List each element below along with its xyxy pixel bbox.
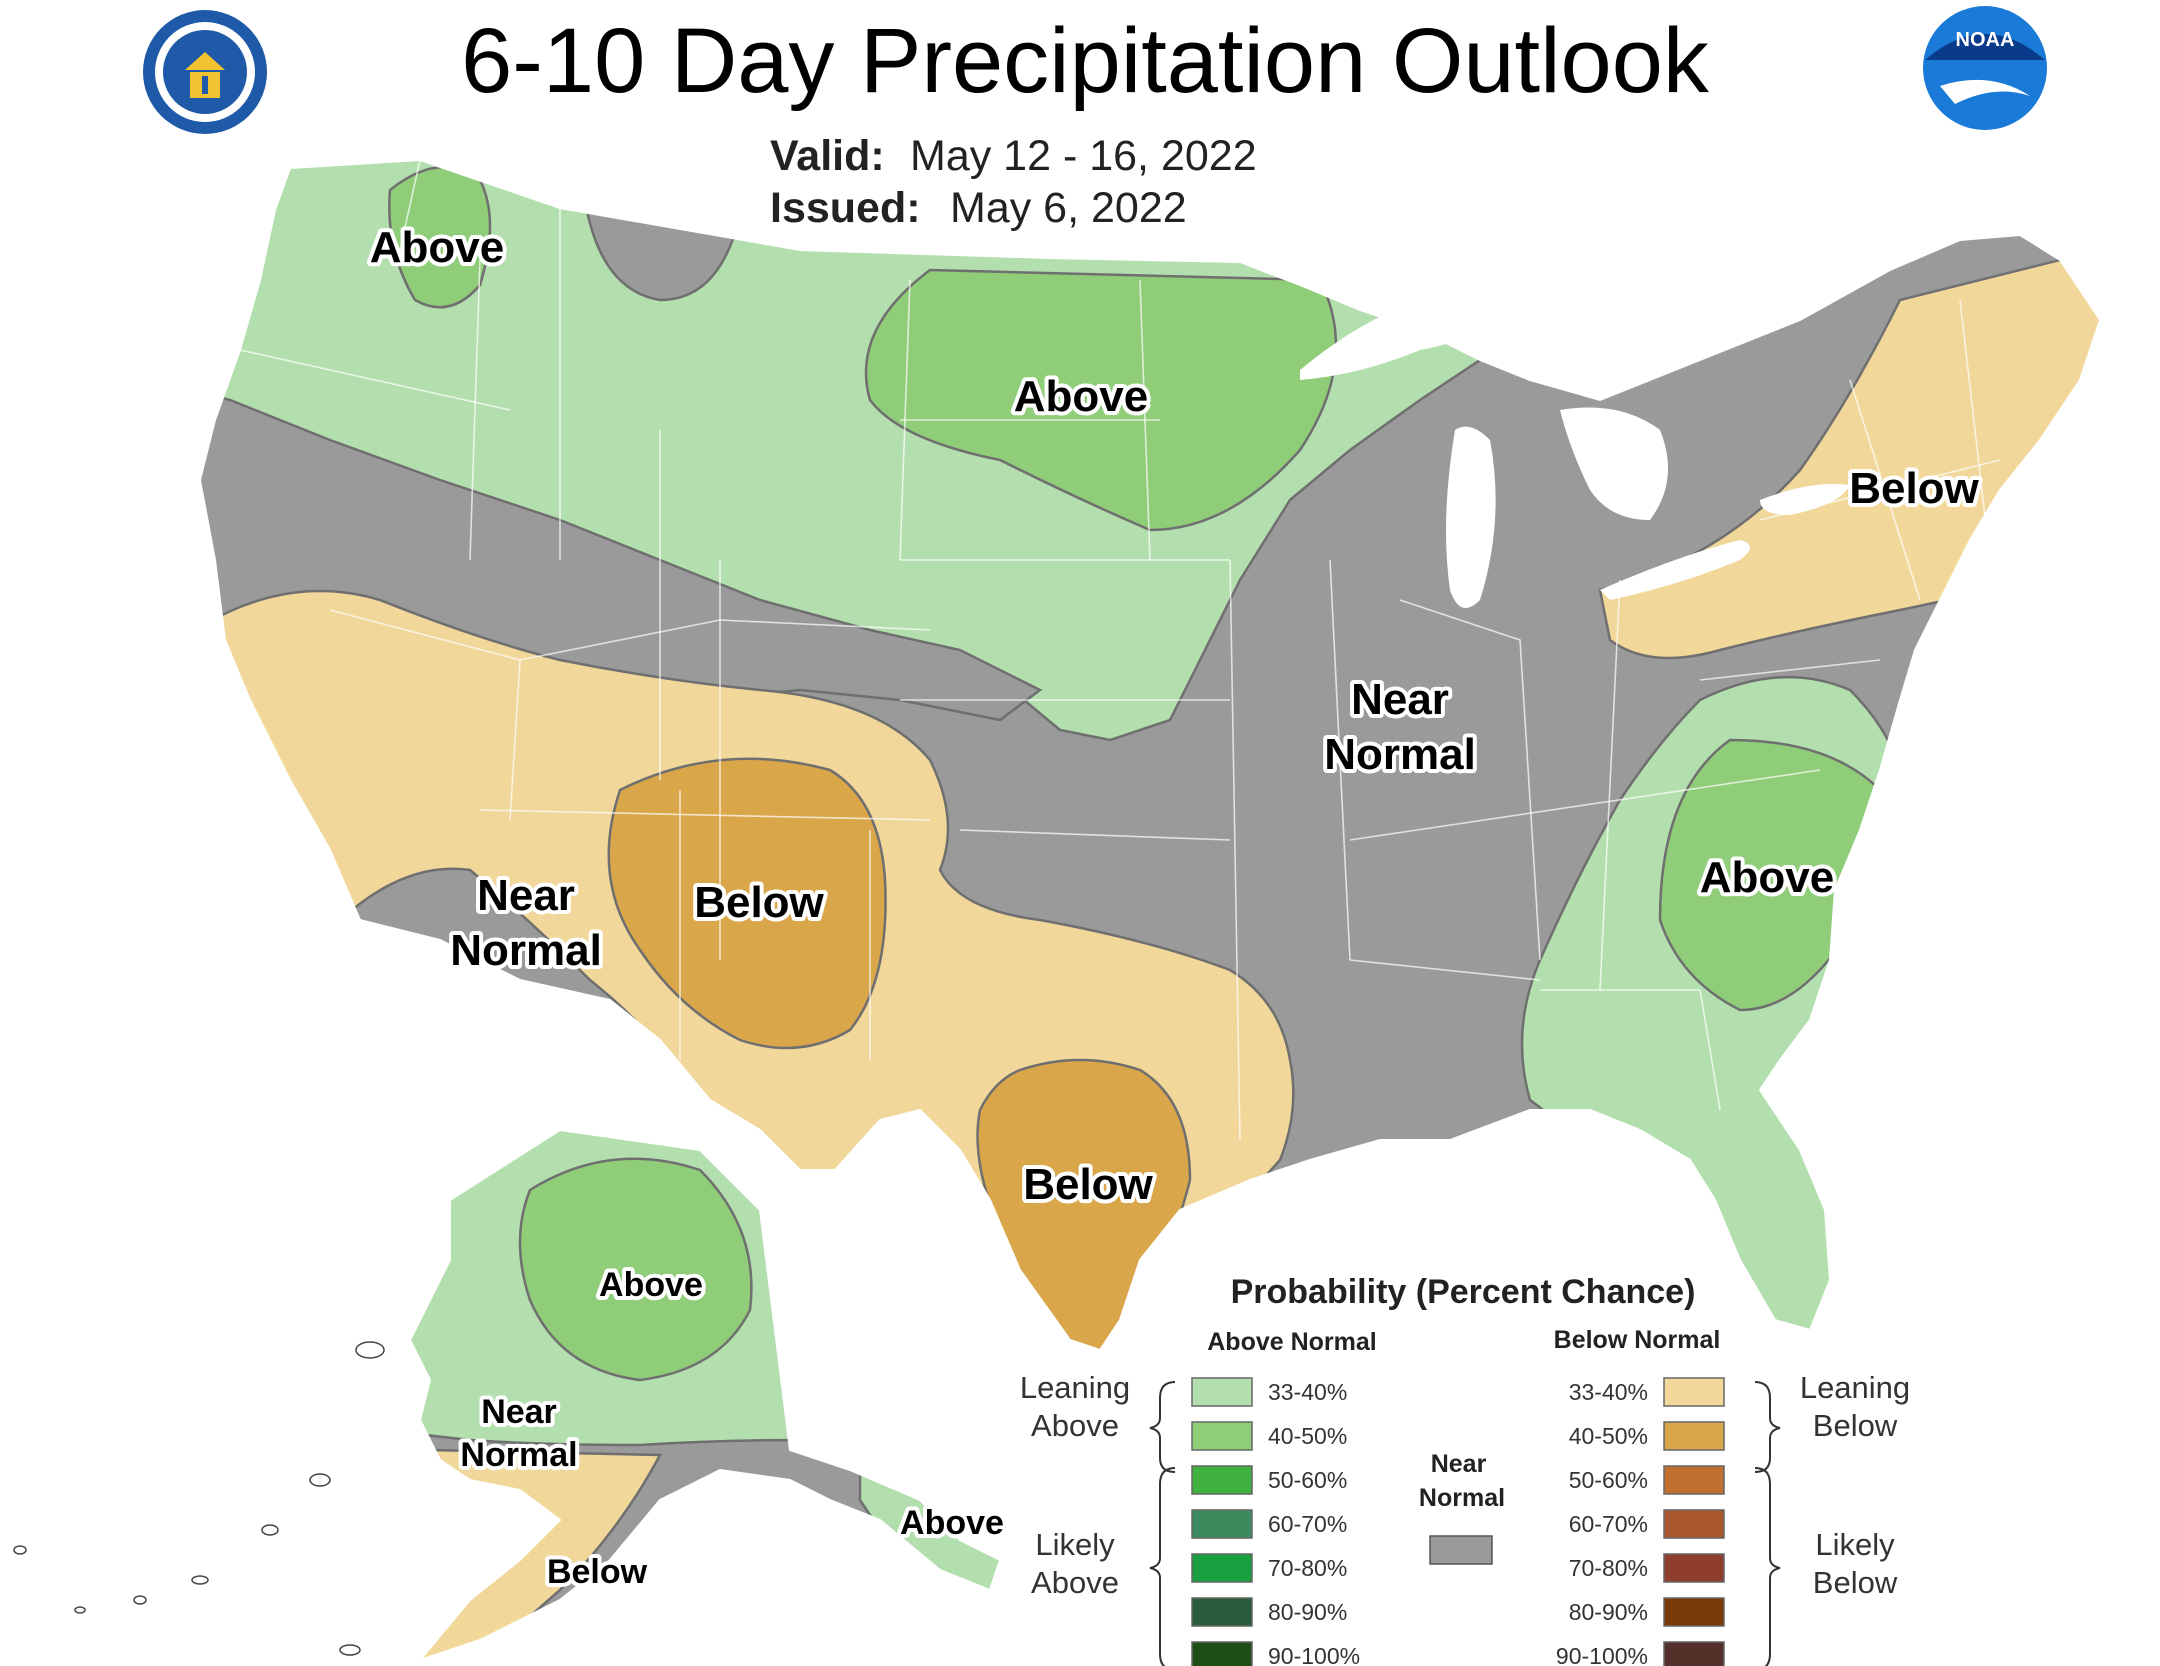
legend-label-above-1: 33-40% xyxy=(1268,1379,1347,1405)
alaska-map xyxy=(13,1129,1001,1661)
region-label: Below xyxy=(694,878,824,927)
legend-label-below-3: 50-60% xyxy=(1569,1467,1648,1493)
brace-leaning-below xyxy=(1754,1381,1781,1473)
region-label: Above xyxy=(1700,853,1834,902)
below-likely-four-corners-area xyxy=(607,757,887,1050)
legend-swatch-above-2 xyxy=(1191,1421,1253,1451)
legend-swatch-below-7 xyxy=(1663,1641,1725,1666)
legend-swatch-above-4 xyxy=(1191,1509,1253,1539)
lake-huron xyxy=(1560,407,1668,520)
legend-above-rows: 33-40% 40-50% 50-60% 60-70% 70-80% 80-90% 90-1… xyxy=(1191,1377,1360,1666)
lake-ontario xyxy=(1760,484,1850,515)
legend-above-header: Above Normal xyxy=(1207,1328,1376,1356)
legend-likely-below-label: Likely Below xyxy=(1813,1527,1898,1600)
region-label: Near Normal xyxy=(460,1393,577,1474)
legend-near-normal-label: Near Normal xyxy=(1419,1450,1505,1512)
legend-swatch-below-4 xyxy=(1663,1509,1725,1539)
legend-near-normal-swatch xyxy=(1429,1535,1493,1565)
brace-leaning-above xyxy=(1149,1381,1176,1473)
legend-swatch-below-6 xyxy=(1663,1597,1725,1627)
legend-swatch-above-1 xyxy=(1191,1377,1253,1407)
issued-label: Issued: xyxy=(770,184,921,232)
brace-likely-below xyxy=(1754,1467,1781,1666)
aleutian-islands xyxy=(13,1341,385,1656)
region-label: Above xyxy=(599,1266,703,1304)
legend-likely-above-label: Likely Above xyxy=(1031,1527,1119,1600)
above-likely-alaska-interior-area xyxy=(518,1157,753,1382)
legend-label-below-5: 70-80% xyxy=(1569,1555,1648,1581)
legend-swatch-below-1 xyxy=(1663,1377,1725,1407)
legend-leaning-below-label: Leaning Below xyxy=(1800,1370,1910,1443)
legend-label-below-4: 60-70% xyxy=(1569,1511,1648,1537)
legend-swatch-below-2 xyxy=(1663,1421,1725,1451)
state-borders xyxy=(239,159,2001,1141)
issued-date: May 6, 2022 xyxy=(950,184,1187,232)
legend-leaning-above-label: Leaning Above xyxy=(1020,1370,1130,1443)
region-label: Below xyxy=(1849,464,1979,513)
legend-swatch-above-7 xyxy=(1191,1641,1253,1666)
legend-title: Probability (Percent Chance) xyxy=(1231,1273,1696,1311)
legend-near-line-2: Normal xyxy=(1419,1484,1505,1512)
valid-dates: May 12 - 16, 2022 xyxy=(910,132,1257,180)
legend: Probability (Percent Chance) Above Norma… xyxy=(1020,1273,1910,1666)
legend-swatch-below-3 xyxy=(1663,1465,1725,1495)
legend-swatch-above-3 xyxy=(1191,1465,1253,1495)
above-likely-northern-plains-area xyxy=(864,268,1338,532)
legend-label-above-7: 90-100% xyxy=(1268,1643,1360,1666)
region-label: Near Normal xyxy=(450,871,602,975)
valid-label: Valid: xyxy=(770,132,885,180)
region-labels: Above Above Below Near Normal Near Normal … xyxy=(366,219,1984,1595)
lake-michigan xyxy=(1446,426,1496,608)
noaa-logo-icon: NOAA xyxy=(1923,6,2047,130)
region-label: Below xyxy=(547,1553,648,1591)
legend-label-above-3: 50-60% xyxy=(1268,1467,1347,1493)
legend-below-header: Below Normal xyxy=(1554,1326,1721,1354)
legend-label-above-2: 40-50% xyxy=(1268,1423,1347,1449)
legend-label-above-4: 60-70% xyxy=(1268,1511,1347,1537)
legend-braces xyxy=(1149,1381,1781,1666)
great-lakes xyxy=(1300,296,1850,608)
region-label: Near Normal xyxy=(1324,675,1476,779)
legend-below-rows: 33-40% 40-50% 50-60% 60-70% 70-80% 80-90% 90-1… xyxy=(1556,1377,1725,1666)
legend-label-below-6: 80-90% xyxy=(1569,1599,1648,1625)
brace-likely-above xyxy=(1149,1467,1176,1666)
above-likely-carolinas-area xyxy=(1658,738,1884,1012)
lake-erie xyxy=(1600,540,1750,600)
noaa-logo-text: NOAA xyxy=(1956,29,2015,51)
legend-label-above-6: 80-90% xyxy=(1268,1599,1347,1625)
commerce-seal-icon xyxy=(143,10,267,134)
lake-superior xyxy=(1300,296,1500,380)
region-label: Above xyxy=(900,1504,1004,1542)
legend-near-line-1: Near xyxy=(1431,1450,1487,1478)
region-label: Below xyxy=(1023,1160,1153,1209)
region-label: Above xyxy=(1014,372,1148,421)
legend-swatch-above-5 xyxy=(1191,1553,1253,1583)
region-label: Above xyxy=(370,223,504,272)
legend-label-below-2: 40-50% xyxy=(1569,1423,1648,1449)
legend-label-below-7: 90-100% xyxy=(1556,1643,1648,1666)
legend-swatch-above-6 xyxy=(1191,1597,1253,1627)
legend-swatch-below-5 xyxy=(1663,1553,1725,1583)
legend-label-above-5: 70-80% xyxy=(1268,1555,1347,1581)
page-title: 6-10 Day Precipitation Outlook xyxy=(461,10,1710,112)
legend-label-below-1: 33-40% xyxy=(1569,1379,1648,1405)
